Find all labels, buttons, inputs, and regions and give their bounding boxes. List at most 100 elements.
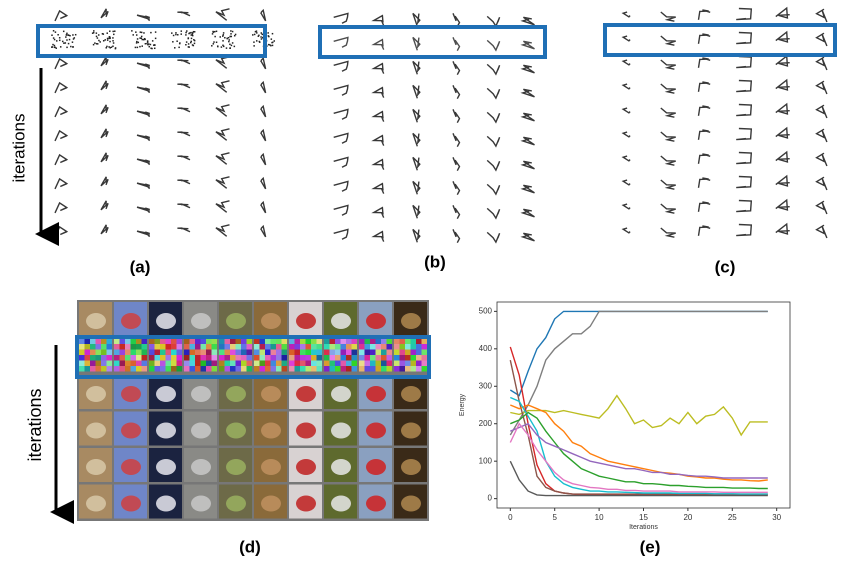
glyph [523,161,535,169]
noise-pixel [149,350,155,356]
glyph [699,58,711,68]
noise-dot [69,35,71,37]
noise-pixel [195,344,201,350]
noise-pixel [142,350,148,356]
noise-pixel [166,355,172,361]
glyph [216,153,230,165]
noise-pixel [330,361,336,367]
noise-dot [194,31,196,33]
glyph [699,178,711,188]
noise-dot [223,46,225,48]
glyph [216,225,230,237]
noise-pixel [282,350,288,356]
glyph [776,200,790,210]
glyph [736,9,751,20]
noise-dot [267,32,269,34]
noise-dot [188,46,190,48]
noise-pixel [177,344,183,350]
noise-pixel [335,339,341,345]
noise-pixel [155,344,161,350]
image-subject [366,423,386,439]
noise-pixel [155,350,161,356]
image-subject [401,313,421,329]
noise-pixel [201,361,207,367]
noise-pixel [341,339,347,345]
noise-dot [115,48,117,50]
noise-dot [261,34,263,36]
noise-pixel [219,355,225,361]
noise-pixel [142,361,148,367]
noise-dot [217,46,219,48]
noise-pixel [184,350,190,356]
noise-pixel [300,350,306,356]
noise-pixel [330,355,336,361]
noise-pixel [101,339,107,345]
noise-pixel [131,344,137,350]
noise-dot [220,36,222,38]
noise-pixel [85,350,91,356]
noise-dot [226,38,228,40]
noise-pixel [276,339,282,345]
glyph [261,106,266,117]
noise-pixel [247,355,253,361]
noise-pixel [387,350,393,356]
noise-pixel [120,344,126,350]
glyph [216,105,230,117]
noise-pixel [282,366,288,372]
noise-pixel [230,344,236,350]
noise-pixel [346,350,352,356]
glyph [623,60,630,65]
glyph [137,159,150,165]
noise-pixel [365,355,371,361]
glyph [736,129,751,140]
noise-pixel [271,361,277,367]
noise-pixel [107,350,113,356]
noise-dot [141,32,143,34]
noise-pixel [295,355,301,361]
noise-pixel [166,350,172,356]
y-tick-label: 300 [479,381,493,390]
noise-pixel [405,366,411,372]
noise-pixel [271,355,277,361]
noise-dot [136,41,138,43]
noise-pixel [131,350,137,356]
y-tick-label: 400 [479,344,493,353]
noise-dot [192,33,194,35]
noise-dot [254,34,256,36]
noise-pixel [330,350,336,356]
noise-dot [96,36,98,38]
noise-pixel [260,344,266,350]
noise-dot [148,43,150,45]
noise-pixel [317,366,323,372]
noise-pixel [225,339,231,345]
noise-dot [63,42,64,44]
noise-dot [231,36,233,38]
noise-dot [97,37,99,39]
noise-pixel [160,350,166,356]
glyph [261,226,266,237]
noise-dot [66,39,68,41]
noise-pixel [114,344,120,350]
image-subject [226,386,246,402]
glyph [374,40,384,50]
glyph [453,205,460,218]
noise-pixel [376,355,382,361]
noise-pixel [230,355,236,361]
glyph [177,108,190,112]
noise-pixel [265,366,271,372]
noise-pixel [201,344,207,350]
noise-dot [102,33,104,35]
glyph [137,15,150,21]
noise-pixel [107,366,113,372]
glyph [101,105,108,114]
noise-pixel [422,355,428,361]
noise-dot [106,46,108,48]
image-subject [261,496,281,512]
noise-dot [213,41,215,43]
noise-dot [252,34,254,36]
noise-dot [173,35,175,37]
noise-dot [192,44,194,46]
glyph [413,61,420,74]
noise-dot [109,30,111,32]
noise-pixel [400,361,406,367]
